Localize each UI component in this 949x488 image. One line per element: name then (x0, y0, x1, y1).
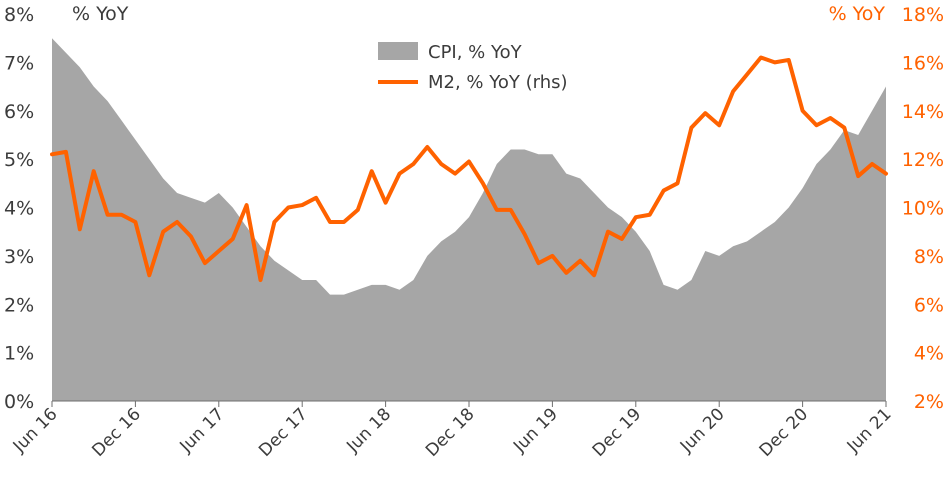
x-tick-label: Dec 19 (589, 404, 646, 461)
x-tick-label: Jun 19 (509, 404, 562, 457)
m2-line-layer (50, 55, 888, 283)
y-right-tick-label: 16% (902, 52, 944, 74)
x-tick-label: Jun 21 (843, 404, 896, 457)
y-right-tick-label: 2% (914, 391, 944, 413)
left-axis-unit: % YoY (72, 3, 129, 25)
y-right-tick-label: 12% (902, 149, 944, 171)
y-left-tick-label: 7% (4, 52, 34, 74)
y-left-tick-label: 1% (4, 343, 34, 365)
y-left-tick-label: 3% (4, 246, 34, 268)
m2-line (50, 55, 888, 283)
cpi-area-layer (52, 38, 886, 401)
y-right-tick-label: 10% (902, 198, 944, 220)
legend: CPI, % YoY M2, % YoY (rhs) (378, 42, 568, 93)
legend-label-m2: M2, % YoY (rhs) (428, 72, 568, 93)
legend-label-cpi: CPI, % YoY (428, 42, 523, 63)
y-left-tick-label: 0% (4, 391, 34, 413)
y-right-tick-label: 14% (902, 101, 944, 123)
legend-swatch-cpi (378, 42, 418, 60)
y-left-tick-label: 6% (4, 101, 34, 123)
y-left-tick-label: 2% (4, 294, 34, 316)
y-right-tick-label: 4% (914, 343, 944, 365)
y-right-tick-label: 8% (914, 246, 944, 268)
cpi-area (52, 38, 886, 401)
x-tick-label: Jun 18 (342, 404, 395, 457)
y-right-tick-label: 18% (902, 4, 944, 26)
axes-layer (51, 400, 887, 407)
x-tick-label: Jun 20 (676, 404, 729, 457)
x-tick-label: Jun 17 (176, 404, 229, 457)
x-tick-label: Dec 16 (88, 404, 145, 461)
right-axis-unit: % YoY (829, 3, 886, 25)
y-left-tick-label: 8% (4, 4, 34, 26)
y-left-tick-label: 4% (4, 198, 34, 220)
x-tick-label: Dec 18 (422, 404, 479, 461)
y-left-tick-label: 5% (4, 149, 34, 171)
x-tick-label: Dec 20 (756, 404, 813, 461)
x-tick-label: Dec 17 (255, 404, 312, 461)
y-right-tick-label: 6% (914, 294, 944, 316)
